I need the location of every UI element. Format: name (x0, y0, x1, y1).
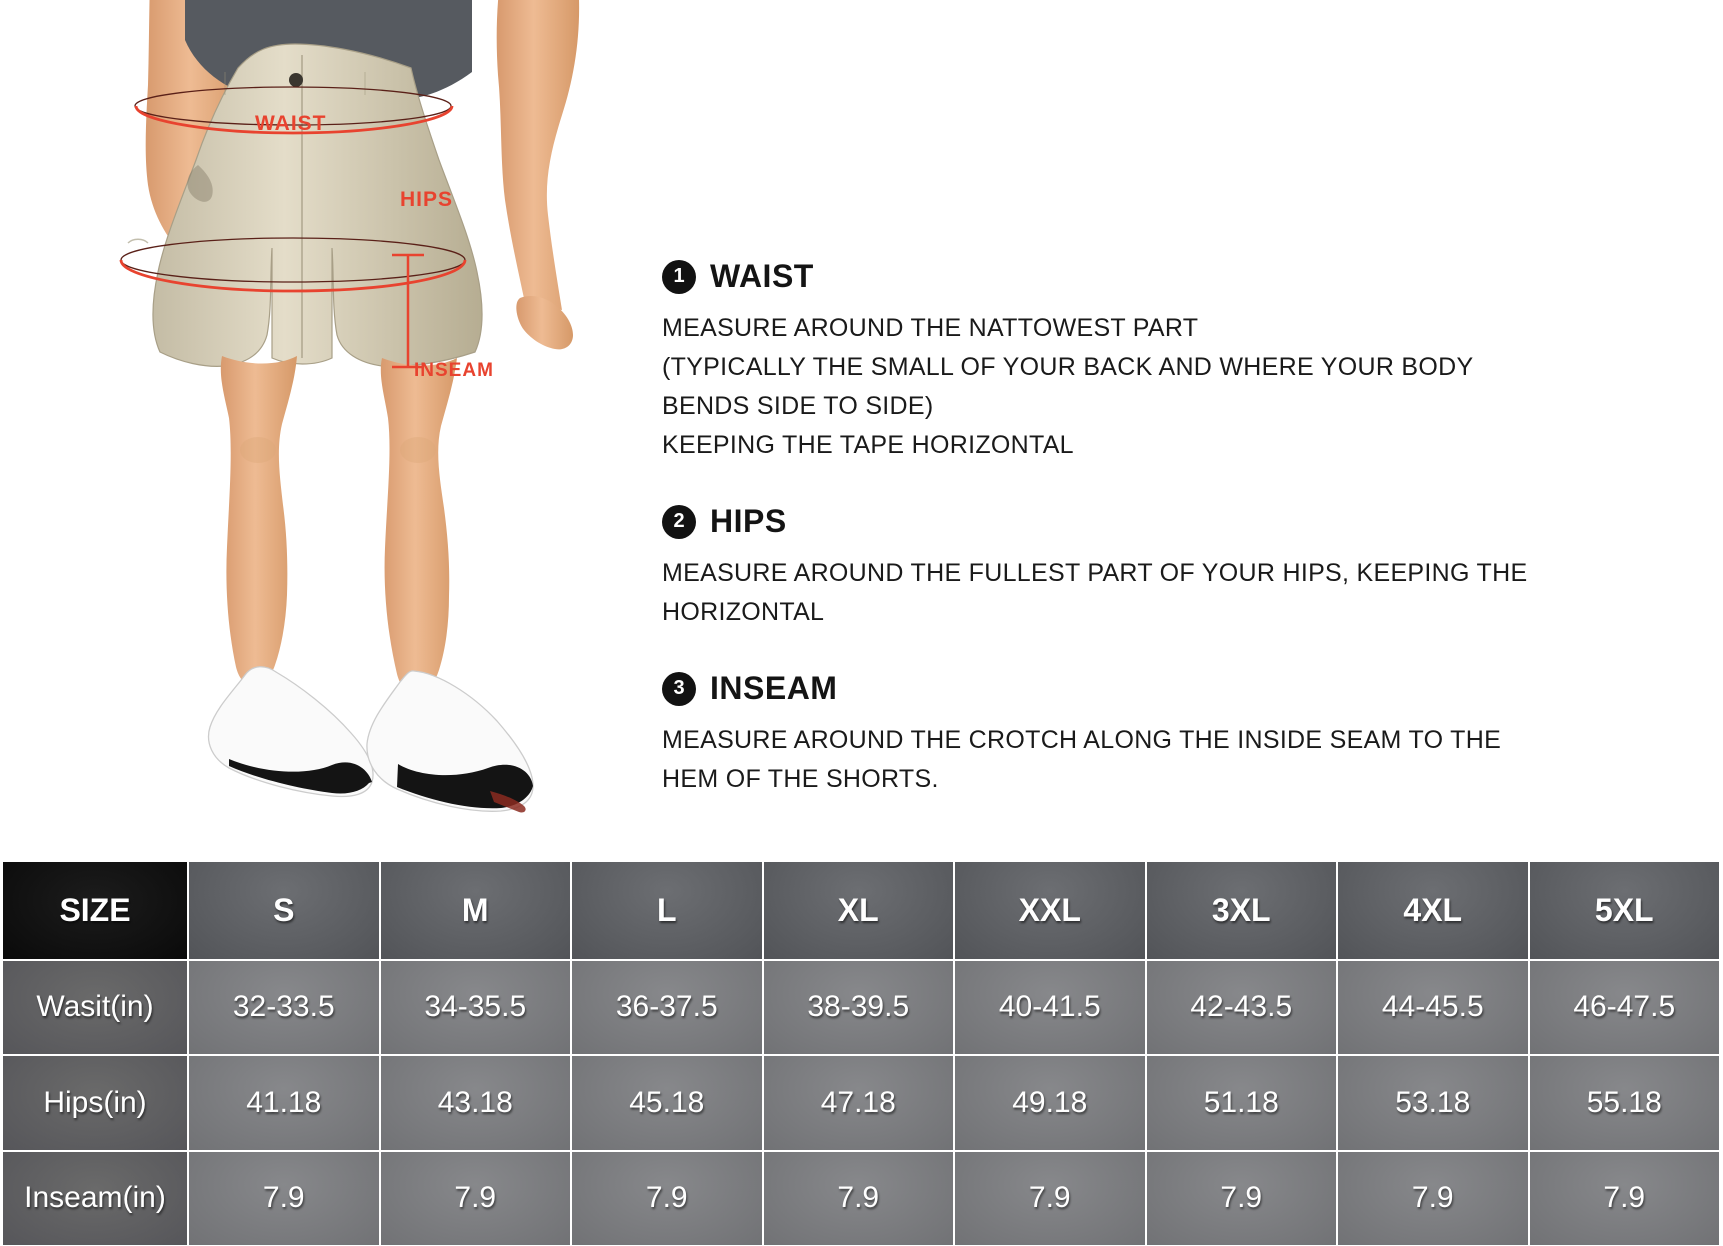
svg-text:INSEAM: INSEAM (414, 360, 494, 381)
svg-text:HIPS: HIPS (400, 188, 453, 211)
svg-text:WAIST: WAIST (255, 112, 327, 135)
